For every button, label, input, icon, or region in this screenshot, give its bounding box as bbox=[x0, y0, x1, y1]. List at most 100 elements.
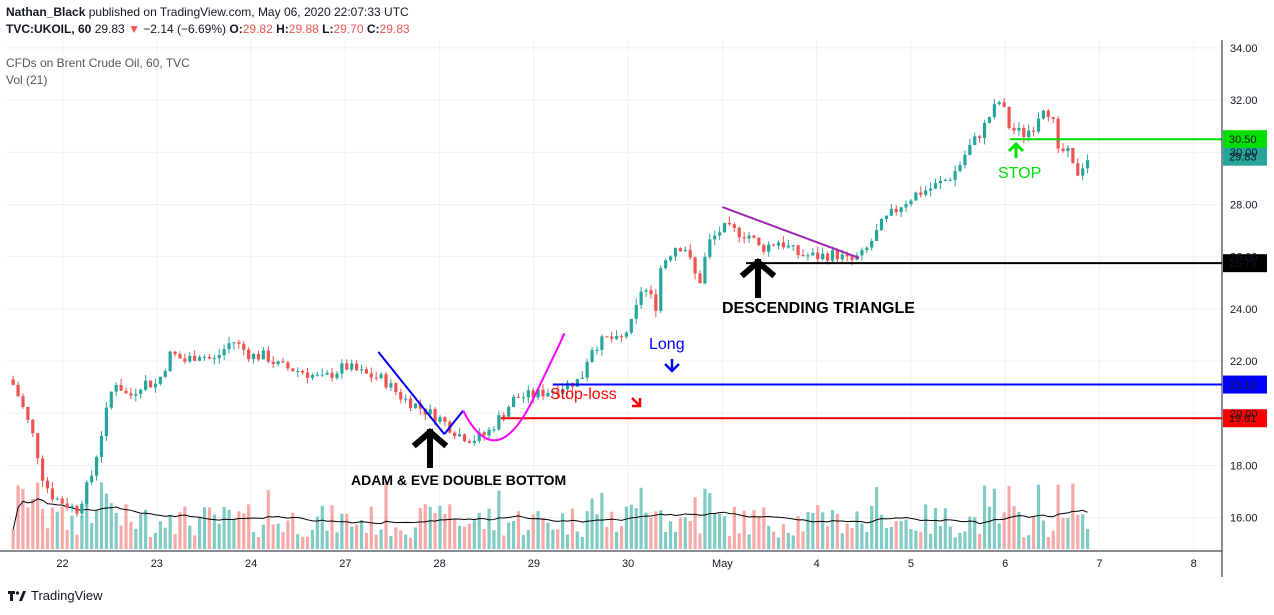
volume-bar bbox=[217, 523, 221, 549]
candle-body bbox=[477, 432, 481, 441]
volume-bar bbox=[438, 505, 442, 549]
candle-body bbox=[806, 255, 810, 257]
author[interactable]: Nathan_Black bbox=[6, 5, 86, 19]
change-arrow-icon: ▼ bbox=[128, 22, 140, 36]
candle-body bbox=[973, 136, 977, 145]
volume-bar bbox=[188, 525, 192, 549]
candle-body bbox=[511, 396, 516, 408]
volume-bar bbox=[982, 485, 987, 549]
volume-bar bbox=[899, 521, 903, 549]
volume-bar bbox=[114, 512, 118, 549]
candle-body bbox=[1061, 148, 1065, 152]
volume-bar bbox=[242, 513, 246, 549]
volume-bar bbox=[1071, 483, 1075, 549]
footer-brand[interactable]: TradingView bbox=[31, 588, 103, 603]
volume-bar bbox=[389, 535, 393, 549]
candle-body bbox=[1085, 160, 1090, 169]
volume-bar bbox=[590, 498, 594, 549]
volume-bar bbox=[688, 520, 692, 549]
candle-body bbox=[992, 104, 996, 118]
candle-body bbox=[1066, 147, 1070, 152]
volume-ma-line bbox=[12, 498, 1088, 530]
candle-body bbox=[821, 253, 825, 260]
volume-bar bbox=[399, 530, 403, 549]
volume-bar bbox=[139, 514, 143, 549]
candle-body bbox=[619, 336, 624, 338]
x-tick-label: 8 bbox=[1191, 558, 1197, 570]
candle-body bbox=[345, 363, 349, 370]
candle-body bbox=[1027, 130, 1031, 138]
candle-body bbox=[772, 244, 776, 246]
volume-bar bbox=[320, 505, 324, 549]
level-price-box bbox=[1223, 130, 1267, 149]
eve-curve bbox=[462, 333, 566, 442]
candle-body bbox=[565, 382, 570, 390]
x-tick-label: 6 bbox=[1002, 558, 1008, 570]
volume-bar bbox=[526, 530, 530, 549]
x-tick-label: 4 bbox=[814, 558, 820, 570]
candle-body bbox=[816, 252, 820, 260]
volume-bar bbox=[301, 536, 305, 549]
x-tick-label: 7 bbox=[1096, 558, 1102, 570]
candle-body bbox=[919, 192, 923, 195]
series-legend[interactable]: CFDs on Brent Crude Oil, 60, TVC bbox=[6, 56, 190, 70]
candle-body bbox=[374, 377, 378, 379]
candle-body bbox=[605, 336, 609, 338]
candle-body bbox=[845, 254, 849, 257]
change: −2.14 (−6.69%) bbox=[143, 22, 227, 36]
candles bbox=[11, 98, 1090, 519]
volume-bar bbox=[531, 514, 535, 549]
footer: TradingView bbox=[8, 588, 103, 603]
candle-body bbox=[340, 363, 344, 374]
y-tick-label: 22.00 bbox=[1230, 356, 1258, 368]
volume-bar bbox=[212, 514, 216, 549]
symbol[interactable]: TVC:UKOIL, 60 bbox=[6, 22, 92, 36]
volume-bar bbox=[673, 531, 678, 549]
volume-bar bbox=[477, 512, 481, 549]
last-price-label: 29.83 bbox=[1229, 152, 1257, 164]
candle-body bbox=[50, 488, 55, 500]
candle-body bbox=[1046, 110, 1050, 118]
candle-body bbox=[399, 392, 403, 400]
candle-body bbox=[884, 215, 889, 220]
volume-bar bbox=[428, 506, 432, 549]
volume-bar bbox=[659, 510, 663, 549]
candle-body bbox=[80, 503, 84, 514]
candle-body bbox=[516, 396, 521, 398]
volume-bar bbox=[173, 534, 177, 549]
candle-body bbox=[350, 363, 354, 370]
volume-bar bbox=[296, 534, 300, 549]
candle-body bbox=[45, 480, 50, 489]
volume-bar bbox=[840, 533, 844, 549]
candle-body bbox=[266, 350, 270, 362]
candle-body bbox=[531, 390, 535, 398]
volume-bar bbox=[654, 511, 658, 549]
volume-bar bbox=[124, 504, 128, 549]
candle-body bbox=[879, 219, 884, 230]
candle-body bbox=[197, 357, 202, 361]
candle-body bbox=[938, 180, 942, 184]
double-bottom-annotation: ADAM & EVE DOUBLE BOTTOM bbox=[351, 472, 566, 488]
candle-body bbox=[36, 433, 40, 459]
candle-body bbox=[600, 336, 604, 350]
volume-bar bbox=[193, 535, 197, 549]
candle-body bbox=[924, 190, 928, 195]
candle-body bbox=[776, 242, 781, 246]
candle-body bbox=[590, 349, 594, 363]
volume-bar bbox=[1036, 484, 1041, 549]
volume-bar bbox=[757, 516, 761, 549]
volume-bar bbox=[963, 531, 967, 549]
volume-legend[interactable]: Vol (21) bbox=[6, 73, 48, 87]
candle-body bbox=[404, 398, 408, 400]
candle-body bbox=[134, 393, 138, 396]
volume-bar bbox=[1046, 537, 1050, 549]
candle-body bbox=[615, 336, 619, 339]
candle-body bbox=[183, 358, 187, 362]
candle-body bbox=[835, 250, 839, 260]
candle-body bbox=[408, 398, 413, 409]
volume-bar bbox=[816, 505, 820, 549]
y-tick-label: 28.00 bbox=[1230, 199, 1258, 211]
volume-bar bbox=[924, 504, 928, 549]
volume-bar bbox=[875, 487, 879, 549]
candle-body bbox=[865, 247, 869, 251]
